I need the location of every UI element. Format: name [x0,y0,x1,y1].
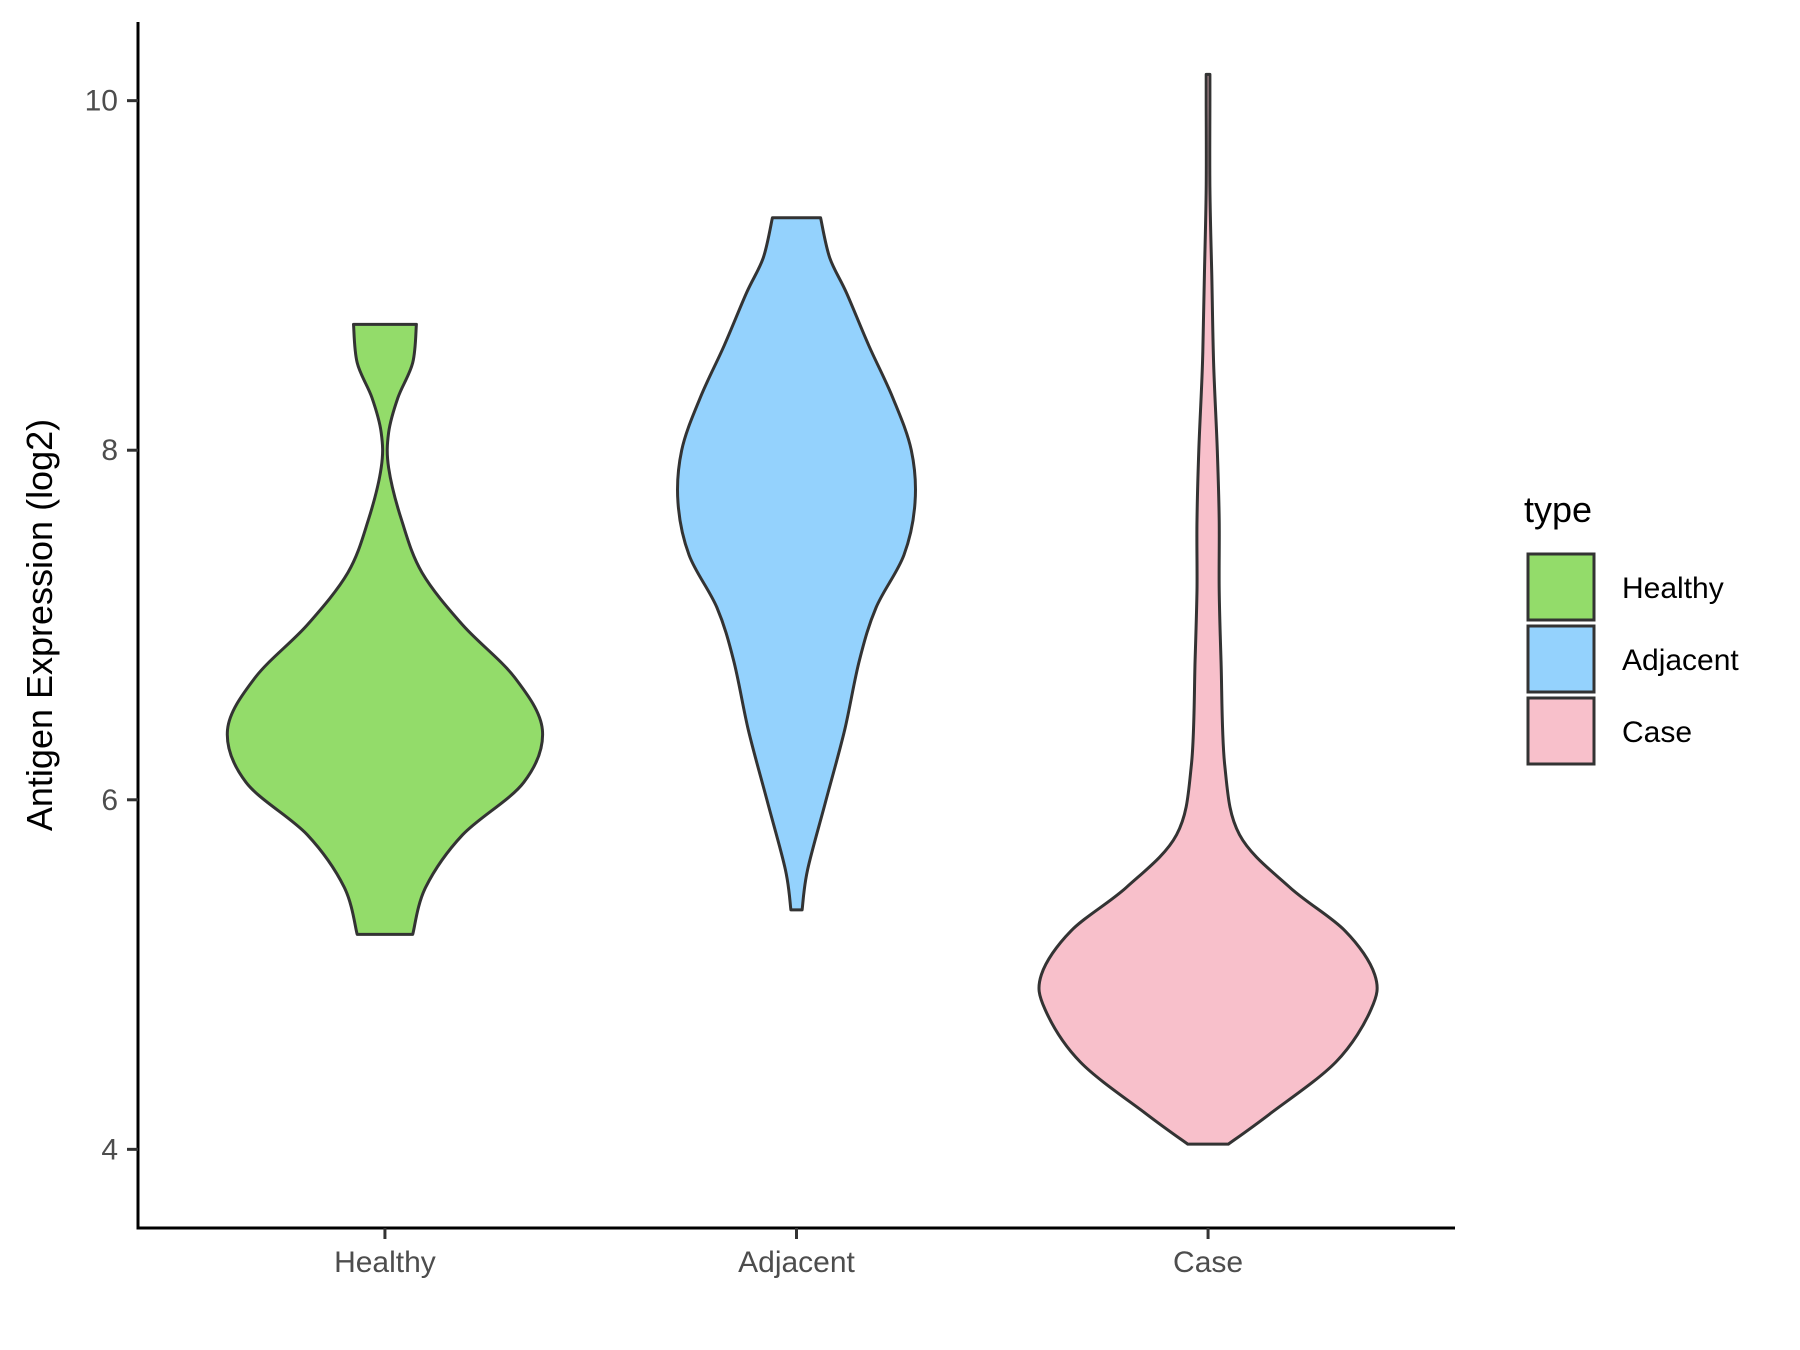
legend-title: type [1524,489,1592,530]
violin-adjacent [676,216,917,912]
y-axis-title: Antigen Expression (log2) [19,419,60,831]
x-tick-label-healthy: Healthy [334,1246,436,1279]
violins-group [225,72,1379,1146]
legend-key-case [1526,696,1596,766]
y-tick-label: 6 [101,784,118,817]
y-tick-label: 10 [85,85,118,118]
legend-label-healthy: Healthy [1622,572,1724,605]
legend-key-adjacent [1526,624,1596,694]
x-tick-label-case: Case [1173,1246,1243,1279]
y-tick-label: 4 [101,1133,118,1166]
legend-label-adjacent: Adjacent [1622,644,1739,677]
legend: type Healthy Adjacent Case [1524,489,1739,766]
x-ticks-group: Healthy Adjacent Case [334,1228,1243,1279]
y-tick-label: 8 [101,434,118,467]
y-ticks-group: 4 6 8 10 [85,85,138,1166]
x-tick-label-adjacent: Adjacent [738,1246,855,1279]
legend-key-healthy [1526,552,1596,622]
violin-case [1037,72,1379,1146]
legend-label-case: Case [1622,716,1692,749]
violin-healthy [225,322,545,936]
legend-entries: Healthy Adjacent Case [1526,552,1739,766]
